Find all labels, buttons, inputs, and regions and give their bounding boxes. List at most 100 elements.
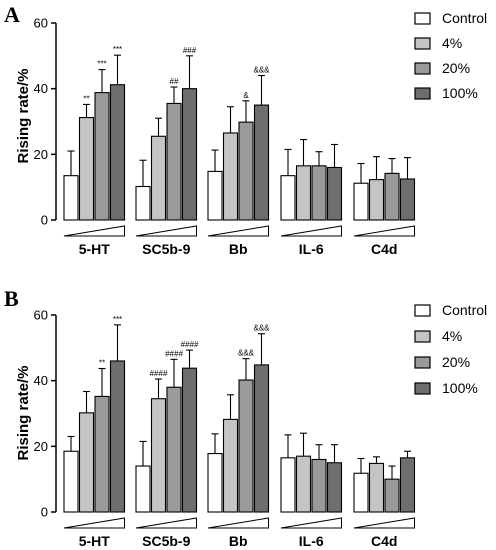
legend-a: Control 4% 20% 100% bbox=[414, 10, 487, 101]
bar-a-1-3 bbox=[181, 88, 198, 221]
bar-a-2-0 bbox=[207, 170, 223, 221]
bar-a-1-0 bbox=[135, 185, 151, 221]
panel-letter-a: A bbox=[4, 2, 20, 27]
panel-b: B Rising rate/% Control 4% 20% 100% 0 20 4… bbox=[4, 286, 487, 549]
category-label-a-0: 5-HT bbox=[79, 241, 111, 257]
legend-swatch-b-control bbox=[414, 304, 431, 317]
bar-b-3-3 bbox=[326, 462, 343, 513]
bar-b-0-1 bbox=[78, 412, 95, 513]
legend-label-a-4pct: 4% bbox=[442, 35, 462, 51]
significance-label-b-0-3: *** bbox=[113, 315, 122, 324]
bar-b-2-3 bbox=[253, 364, 270, 513]
y-tick-label-b-40: 40 bbox=[34, 373, 48, 388]
dose-ramp-a-3 bbox=[280, 225, 342, 237]
category-label-a-1: SC5b-9 bbox=[142, 241, 190, 257]
legend-b: Control 4% 20% 100% bbox=[414, 302, 487, 396]
significance-label-a-2-3: &&& bbox=[253, 66, 270, 75]
y-tick-label-a-40: 40 bbox=[34, 81, 48, 96]
legend-swatch-a-100pct bbox=[414, 87, 431, 100]
bar-a-1-1 bbox=[150, 135, 167, 221]
bar-a-2-2 bbox=[238, 121, 254, 221]
bar-a-3-3 bbox=[326, 166, 343, 221]
y-axis-title-a: Rising rate/% bbox=[15, 68, 32, 163]
bar-b-0-3 bbox=[109, 360, 126, 513]
category-label-b-4: C4d bbox=[371, 533, 397, 549]
legend-label-b-100pct: 100% bbox=[442, 380, 478, 396]
category-label-b-3: IL-6 bbox=[299, 533, 324, 549]
category-label-a-2: Bb bbox=[229, 241, 248, 257]
bar-b-2-0 bbox=[207, 453, 223, 513]
bar-a-0-3 bbox=[109, 84, 126, 221]
y-tick-label-a-0: 0 bbox=[41, 213, 48, 228]
dose-ramp-b-3 bbox=[280, 517, 342, 529]
dose-ramp-a-1 bbox=[135, 225, 197, 237]
significance-label-a-1-3: ### bbox=[183, 46, 197, 55]
y-tick-label-a-20: 20 bbox=[34, 147, 48, 162]
legend-swatch-a-20pct bbox=[414, 62, 431, 75]
panel-letter-b: B bbox=[4, 286, 19, 311]
bar-a-4-0 bbox=[353, 182, 369, 221]
legend-label-a-20pct: 20% bbox=[442, 60, 470, 76]
significance-label-a-0-2: *** bbox=[97, 60, 106, 69]
significance-label-a-2-2: & bbox=[243, 91, 249, 100]
bar-a-2-3 bbox=[253, 104, 270, 221]
bar-b-4-3 bbox=[399, 457, 416, 513]
bar-b-0-2 bbox=[94, 395, 110, 513]
dose-ramp-b-1 bbox=[135, 517, 197, 529]
y-tick-label-b-20: 20 bbox=[34, 439, 48, 454]
significance-label-a-1-2: ## bbox=[170, 77, 179, 86]
legend-swatch-b-20pct bbox=[414, 356, 431, 369]
bar-a-4-3 bbox=[399, 178, 416, 221]
dose-ramp-a-0 bbox=[63, 225, 125, 237]
legend-swatch-b-4pct bbox=[414, 330, 431, 343]
significance-label-b-1-2: #### bbox=[165, 349, 183, 358]
panel-a: A Rising rate/% Control 4% 20% 100% 0 20 4… bbox=[4, 2, 487, 257]
bar-b-4-2 bbox=[384, 478, 400, 513]
dose-ramp-a-4 bbox=[353, 225, 415, 237]
bar-a-1-2 bbox=[166, 102, 182, 221]
bar-b-2-2 bbox=[238, 379, 254, 513]
bar-a-0-0 bbox=[63, 175, 79, 221]
dose-ramp-a-2 bbox=[207, 225, 269, 237]
significance-label-a-0-1: ** bbox=[83, 94, 89, 103]
bar-b-1-2 bbox=[166, 386, 182, 513]
bar-a-0-1 bbox=[78, 117, 95, 221]
bar-b-1-0 bbox=[135, 465, 151, 513]
bar-a-0-2 bbox=[94, 92, 110, 221]
category-label-b-0: 5-HT bbox=[79, 533, 111, 549]
bar-a-3-1 bbox=[295, 165, 312, 221]
bar-b-2-1 bbox=[222, 418, 239, 513]
legend-swatch-b-100pct bbox=[414, 382, 431, 395]
bar-b-1-1 bbox=[150, 398, 167, 513]
significance-label-b-0-2: ** bbox=[99, 359, 105, 368]
category-label-a-4: C4d bbox=[371, 241, 397, 257]
legend-label-b-control: Control bbox=[442, 302, 487, 318]
bar-a-4-2 bbox=[384, 172, 400, 221]
bar-a-3-0 bbox=[280, 175, 296, 221]
y-axis-title-b: Rising rate/% bbox=[15, 365, 32, 460]
legend-label-b-4pct: 4% bbox=[442, 328, 462, 344]
dose-ramp-b-0 bbox=[63, 517, 125, 529]
significance-label-b-1-3: #### bbox=[181, 340, 199, 349]
significance-label-b-2-3: &&& bbox=[253, 324, 270, 333]
y-tick-label-b-0: 0 bbox=[41, 505, 48, 520]
significance-label-b-2-2: &&& bbox=[238, 349, 255, 358]
bar-b-4-1 bbox=[368, 462, 385, 513]
bar-b-3-1 bbox=[295, 455, 312, 513]
bar-a-2-1 bbox=[222, 132, 239, 221]
legend-label-b-20pct: 20% bbox=[442, 354, 470, 370]
plot-area-b: 0204060*****5-HT############SC5b-9&&&&&&… bbox=[34, 308, 416, 549]
significance-label-b-1-1: #### bbox=[150, 369, 168, 378]
legend-swatch-a-4pct bbox=[414, 37, 431, 50]
bar-b-3-2 bbox=[311, 458, 327, 513]
y-tick-label-a-60: 60 bbox=[34, 16, 48, 31]
dose-ramp-b-4 bbox=[353, 517, 415, 529]
bar-b-3-0 bbox=[280, 457, 296, 513]
bar-b-4-0 bbox=[353, 472, 369, 513]
category-label-a-3: IL-6 bbox=[299, 241, 324, 257]
y-tick-label-b-60: 60 bbox=[34, 308, 48, 323]
category-label-b-1: SC5b-9 bbox=[142, 533, 190, 549]
bar-a-3-2 bbox=[311, 165, 327, 221]
